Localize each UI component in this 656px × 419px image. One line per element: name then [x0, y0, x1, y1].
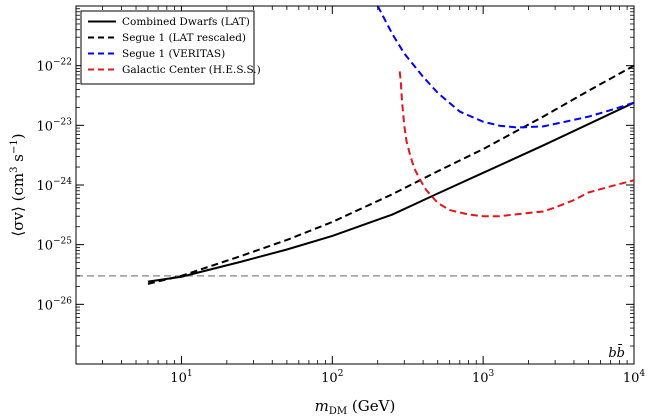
channel-annotation: bb̄ — [608, 344, 625, 361]
legend-label-segue-veritas: Segue 1 (VERITAS) — [122, 48, 225, 60]
legend-label-segue-lat: Segue 1 (LAT rescaled) — [122, 32, 246, 44]
tick-layer: 101 102 103 104 10−26 10−25 10−24 10−23 10−22 — [36, 6, 645, 386]
x-axis-title: mDM (GeV) — [315, 397, 396, 417]
y-tick-label: 10−25 — [36, 237, 72, 254]
x-tick-label: 102 — [321, 369, 343, 386]
series-layer — [76, 6, 634, 285]
series-line-segue-veritas — [376, 6, 634, 129]
legend-box — [80, 10, 255, 85]
legend-label-combined-dwarfs: Combined Dwarfs (LAT) — [122, 16, 250, 28]
y-tick-label: 10−26 — [36, 296, 72, 313]
series-line-segue-lat — [147, 64, 634, 285]
y-tick-label: 10−23 — [36, 117, 72, 134]
y-axis-title: ⟨σv⟩ (cm3 s−1) — [9, 133, 27, 236]
x-tick-label: 101 — [170, 369, 192, 386]
series-line-galactic-center — [398, 71, 634, 218]
legend: Combined Dwarfs (LAT) Segue 1 (LAT resca… — [80, 10, 261, 85]
legend-label-galactic-center: Galactic Center (H.E.S.S.) — [122, 64, 261, 76]
x-tick-label: 103 — [472, 369, 495, 386]
x-tick-label: 104 — [623, 369, 646, 386]
y-tick-label: 10−24 — [36, 177, 72, 194]
y-tick-label: 10−22 — [36, 58, 72, 75]
series-line-combined-dwarfs — [147, 101, 634, 283]
